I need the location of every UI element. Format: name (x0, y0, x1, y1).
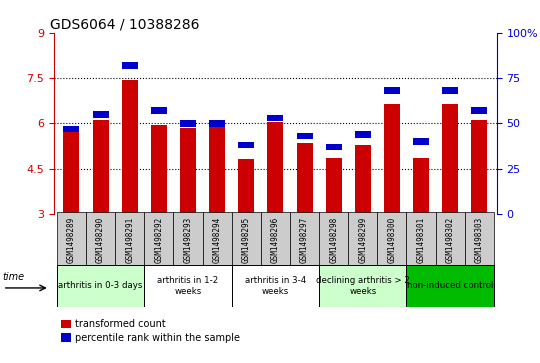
Bar (326, 144, 342, 150)
Bar (471, 107, 487, 114)
Bar (267, 122, 284, 214)
Bar (238, 142, 254, 148)
Text: non-induced control: non-induced control (407, 281, 494, 290)
Text: GSM1498301: GSM1498301 (416, 217, 426, 263)
Bar (355, 144, 371, 214)
Bar (261, 212, 290, 265)
Bar (319, 212, 348, 265)
Bar (238, 159, 254, 214)
Text: GSM1498292: GSM1498292 (154, 217, 164, 263)
Bar (436, 212, 465, 265)
Bar (122, 79, 138, 214)
Bar (64, 126, 79, 132)
Bar (180, 120, 196, 127)
Text: GSM1498294: GSM1498294 (213, 217, 221, 263)
Bar (115, 212, 144, 265)
Bar (209, 120, 225, 127)
Bar (232, 265, 319, 307)
Bar (86, 212, 115, 265)
Text: GSM1498295: GSM1498295 (242, 217, 251, 263)
Bar (442, 87, 458, 94)
Bar (355, 131, 371, 138)
Text: GSM1498290: GSM1498290 (96, 217, 105, 263)
Text: arthritis in 0-3 days: arthritis in 0-3 days (58, 281, 143, 290)
Bar (144, 265, 232, 307)
Bar (413, 158, 429, 214)
Text: arthritis in 3-4
weeks: arthritis in 3-4 weeks (245, 276, 306, 295)
Text: GSM1498298: GSM1498298 (329, 217, 338, 263)
Bar (57, 212, 86, 265)
Bar (267, 115, 284, 121)
Bar (384, 104, 400, 214)
Text: GSM1498289: GSM1498289 (67, 217, 76, 263)
Bar (384, 87, 400, 94)
Text: GSM1498296: GSM1498296 (271, 217, 280, 263)
Text: GSM1498291: GSM1498291 (125, 217, 134, 263)
Text: GSM1498302: GSM1498302 (446, 217, 455, 263)
Bar (326, 158, 342, 214)
Text: arthritis in 1-2
weeks: arthritis in 1-2 weeks (157, 276, 219, 295)
Bar (290, 212, 319, 265)
Bar (92, 121, 109, 214)
Bar (319, 265, 407, 307)
Bar (348, 212, 377, 265)
Bar (296, 143, 313, 214)
Text: GSM1498300: GSM1498300 (387, 217, 396, 263)
Bar (232, 212, 261, 265)
Text: declining arthritis > 2
weeks: declining arthritis > 2 weeks (316, 276, 410, 295)
Bar (144, 212, 173, 265)
Bar (64, 126, 79, 214)
Bar (151, 107, 167, 114)
Bar (296, 133, 313, 139)
Bar (173, 212, 202, 265)
Bar (407, 212, 436, 265)
Bar (122, 62, 138, 69)
Bar (202, 212, 232, 265)
Bar (151, 125, 167, 214)
Bar (57, 265, 144, 307)
Bar (413, 138, 429, 145)
Text: GSM1498299: GSM1498299 (359, 217, 367, 263)
Bar (180, 128, 196, 214)
Text: GDS6064 / 10388286: GDS6064 / 10388286 (50, 17, 199, 32)
Bar (407, 265, 494, 307)
Legend: transformed count, percentile rank within the sample: transformed count, percentile rank withi… (59, 317, 242, 345)
Bar (465, 212, 494, 265)
Bar (92, 111, 109, 118)
Text: GSM1498297: GSM1498297 (300, 217, 309, 263)
Bar (442, 104, 458, 214)
Bar (377, 212, 407, 265)
Text: time: time (3, 272, 25, 282)
Text: GSM1498303: GSM1498303 (475, 217, 484, 263)
Bar (209, 125, 225, 214)
Text: GSM1498293: GSM1498293 (184, 217, 192, 263)
Bar (471, 121, 487, 214)
